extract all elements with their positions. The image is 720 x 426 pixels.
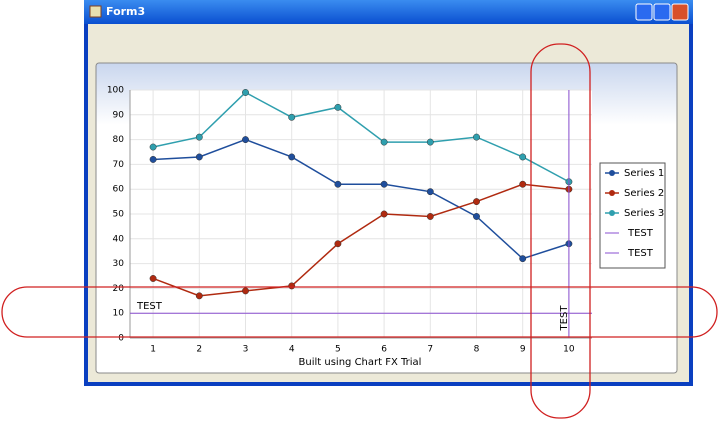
x-tick-label: 8 <box>474 345 480 355</box>
x-tick-label: 4 <box>289 345 295 355</box>
plot: 0 10 20 30 40 50 60 70 80 90 100 1 2 3 4 5 6 7 8 9 10 TEST TES… <box>107 86 592 355</box>
legend-swatch <box>609 170 615 176</box>
series-line <box>152 91 570 183</box>
x-tick-label: 7 <box>427 345 433 355</box>
data-point <box>242 287 249 295</box>
maximize-button[interactable] <box>653 3 671 21</box>
data-point <box>195 292 203 300</box>
data-point <box>473 198 480 206</box>
x-tick-label: 5 <box>335 345 341 355</box>
legend-swatch <box>609 210 615 216</box>
data-point <box>380 210 388 218</box>
data-point <box>288 282 296 290</box>
title-bar <box>84 0 693 24</box>
y-tick-label: 20 <box>113 284 125 294</box>
y-tick-label: 30 <box>113 259 125 269</box>
series-line <box>153 138 570 260</box>
y-tick-label: 100 <box>107 86 124 96</box>
x-tick-label: 9 <box>520 345 526 355</box>
data-point <box>380 180 388 188</box>
data-point <box>334 240 342 248</box>
data-point <box>426 138 434 146</box>
data-point <box>288 153 296 161</box>
y-tick-label: 80 <box>113 135 125 145</box>
legend-label: Series 3 <box>624 208 664 219</box>
data-point <box>380 138 388 146</box>
highlight-vertical <box>530 43 591 419</box>
x-axis-label: Built using Chart FX Trial <box>299 357 422 368</box>
x-tick-label: 10 <box>563 345 575 355</box>
series-line <box>152 183 569 297</box>
legend-label: TEST <box>627 228 654 239</box>
legend-label: Series 1 <box>624 168 664 179</box>
window-title: Form3 <box>106 5 145 18</box>
y-tick-label: 90 <box>113 110 125 120</box>
data-point <box>334 180 342 188</box>
y-tick-label: 0 <box>118 334 124 344</box>
highlight-horizontal <box>1 286 718 338</box>
data-point <box>519 180 527 188</box>
data-point <box>149 143 157 151</box>
data-point <box>519 153 527 161</box>
constant-line-label: TEST <box>559 305 570 332</box>
data-point <box>149 155 157 163</box>
data-point <box>473 213 480 220</box>
window-icon <box>89 5 102 18</box>
data-point <box>195 133 203 141</box>
legend-label: Series 2 <box>624 188 664 199</box>
legend-label: TEST <box>627 248 654 259</box>
x-tick-label: 2 <box>196 345 202 355</box>
data-point <box>426 213 434 220</box>
x-tick-label: 3 <box>243 345 249 355</box>
y-tick-label: 10 <box>113 309 125 319</box>
x-tick-label: 6 <box>381 345 387 355</box>
legend-swatch <box>609 190 615 196</box>
y-tick-label: 40 <box>113 234 125 244</box>
data-point <box>473 133 480 141</box>
data-point <box>426 188 434 196</box>
data-point <box>288 113 296 121</box>
data-point <box>195 153 203 161</box>
y-tick-label: 70 <box>113 160 125 170</box>
x-tick-label: 1 <box>150 345 156 355</box>
constant-line-label: TEST <box>136 301 163 312</box>
data-point <box>519 255 527 263</box>
minimize-button[interactable] <box>635 3 653 21</box>
data-point <box>334 103 342 111</box>
close-button[interactable] <box>671 3 689 21</box>
data-point <box>242 89 249 96</box>
data-point <box>149 275 157 282</box>
data-point <box>242 136 249 144</box>
y-tick-label: 60 <box>113 185 125 195</box>
y-tick-label: 50 <box>113 210 125 220</box>
